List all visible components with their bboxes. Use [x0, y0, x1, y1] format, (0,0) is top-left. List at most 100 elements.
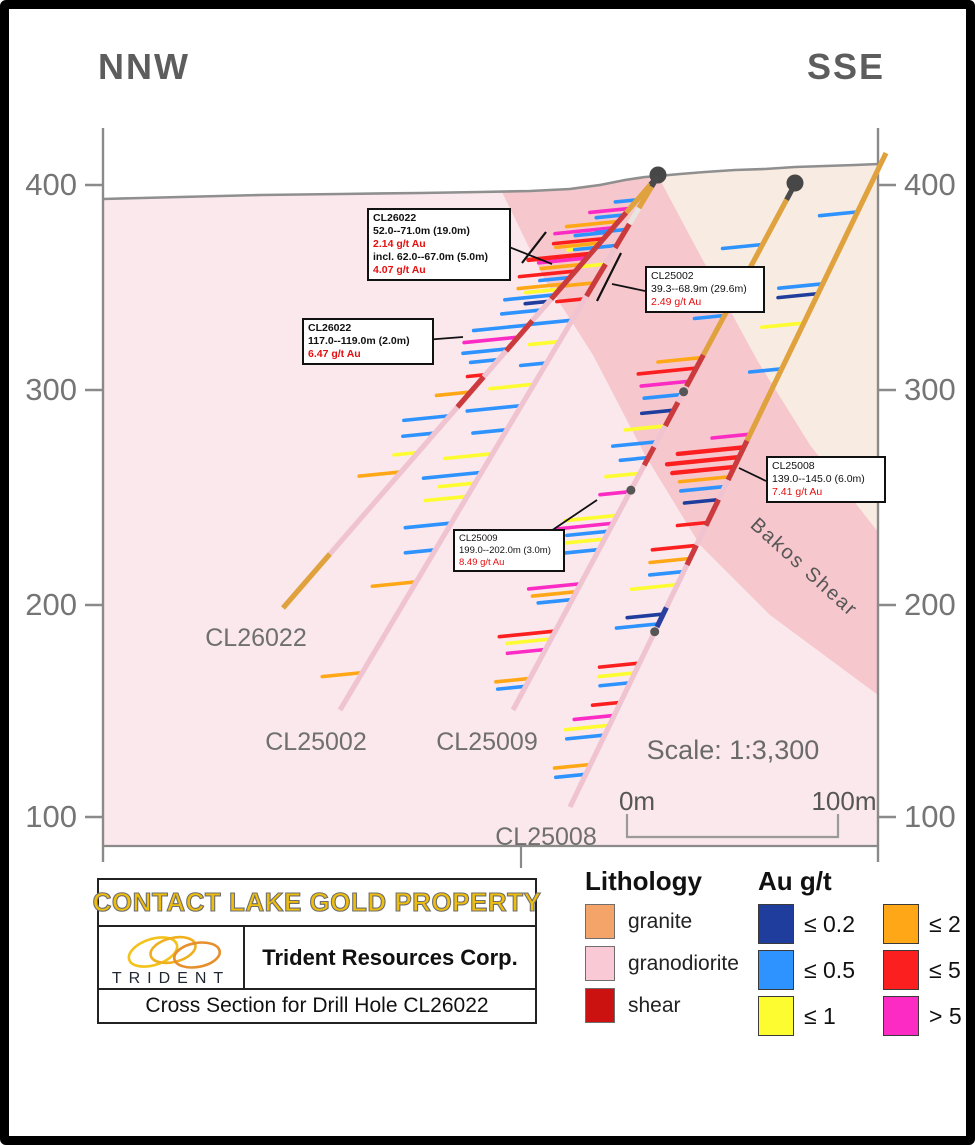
assay-interval-tick-CL25002 [471, 427, 509, 435]
legend-item-gt5: > 5 [883, 996, 962, 1036]
assay-interval-tick-CL26022 [523, 299, 552, 306]
assay-interval-tick-CL26022 [594, 213, 627, 220]
assay-interval-tick-CL25008 [629, 582, 680, 592]
assay-interval-tick-CL26022 [461, 346, 510, 356]
trident-logo-cell: TRIDENT [99, 927, 245, 988]
annotation-line: incl. 62.0--67.0m (5.0m) [373, 251, 488, 264]
le1-label: ≤ 1 [804, 1002, 836, 1029]
assay-interval-tick-CL25008 [776, 281, 825, 291]
au-legend-column-1: ≤ 0.2 ≤ 0.5 ≤ 1 [758, 904, 855, 1042]
left-axis-label-200: 200 [25, 587, 77, 622]
assay-interval-tick-CL25009 [618, 455, 651, 463]
left-axis-label-300: 300 [25, 372, 77, 407]
le5-label: ≤ 5 [929, 956, 961, 983]
annotation-line: 117.0--119.0m (2.0m) [308, 335, 410, 348]
legend-item-le1: ≤ 1 [758, 996, 855, 1036]
assay-interval-tick-CL26022 [538, 275, 572, 283]
annotation-box-CL26022-lower: CL26022 117.0--119.0m (2.0m) 6.47 g/t Au [302, 318, 434, 366]
annotation-line: 7.41 g/t Au [772, 486, 823, 499]
assay-interval-tick-CL25008 [650, 543, 699, 552]
granite-region [658, 164, 878, 532]
downhole-marker-CL25009 [626, 485, 636, 495]
assay-interval-tick-CL25008 [590, 700, 623, 707]
annotation-box-CL26022-upper: CL26022 52.0--71.0m (19.0m) 2.14 g/t Au inc… [367, 208, 511, 282]
drill-trace-CL25002 [649, 174, 661, 189]
assay-interval-tick-CL25009 [505, 637, 553, 646]
assay-interval-tick-CL26022 [539, 262, 583, 271]
annotation-leader-CL25008 [738, 467, 767, 482]
assay-interval-tick-CL26022 [357, 470, 403, 478]
hole-id-label-CL25009: CL25009 [436, 728, 537, 756]
drill-trace-CL25008 [703, 498, 721, 527]
assay-interval-tick-CL25008 [564, 733, 607, 741]
right-axis-label-400: 400 [904, 167, 956, 202]
shear-label: shear [628, 993, 681, 1017]
assay-interval-tick-CL25002 [577, 262, 608, 269]
collar-symbol-CL25009 [786, 174, 804, 192]
legend-item-le5: ≤ 5 [883, 950, 962, 990]
title-block: CONTACT LAKE GOLD PROPERTY TRIDENT Tride… [92, 878, 541, 1024]
assay-interval-tick-CL25008 [664, 454, 742, 467]
assay-interval-tick-CL25002 [442, 451, 495, 461]
hole-id-label-CL25002: CL25002 [265, 728, 366, 756]
assay-interval-tick-CL25009 [530, 589, 579, 598]
drill-trace-CL25002 [612, 222, 632, 250]
assay-interval-tick-CL25008 [614, 622, 661, 630]
assay-interval-tick-CL25008 [625, 612, 666, 620]
drill-trace-CL25002 [636, 185, 654, 210]
assay-interval-tick-CL25008 [553, 772, 588, 780]
left-axis-label-100: 100 [25, 799, 77, 834]
le02-swatch [758, 904, 794, 944]
assay-interval-tick-CL25009 [563, 513, 620, 523]
assay-interval-tick-CL25009 [526, 581, 583, 591]
assay-interval-tick-CL26022 [523, 287, 562, 295]
annotation-line: CL25002 [651, 270, 694, 282]
legend-item-le05: ≤ 0.5 [758, 950, 855, 990]
assay-interval-tick-CL25002 [370, 580, 419, 589]
legend-item-granite: granite [585, 904, 739, 939]
assay-interval-tick-CL25002 [555, 297, 587, 304]
bakos-shear-region [502, 176, 878, 695]
right-axis-label-200: 200 [904, 587, 956, 622]
assay-interval-tick-CL25009 [497, 629, 558, 639]
drill-trace-CL26022 [481, 349, 509, 379]
assay-interval-tick-CL26022 [468, 357, 501, 365]
drill-trace-CL25009 [651, 424, 668, 449]
assay-interval-tick-CL26022 [503, 292, 557, 302]
title-block-company-row: TRIDENT Trident Resources Corp. [99, 927, 535, 988]
lithology-legend-title: Lithology [585, 866, 702, 896]
le5-swatch [883, 950, 919, 990]
drill-trace-CL25009 [510, 464, 647, 712]
interval-bracket-CL25002 [596, 252, 622, 302]
assay-interval-tick-CL25008 [679, 484, 727, 493]
legend-item-le2: ≤ 2 [883, 904, 962, 944]
scale-note: Scale: 1:3,300 [647, 735, 820, 765]
assay-interval-tick-CL26022 [499, 308, 544, 316]
assay-interval-tick-CL25008 [563, 723, 612, 732]
hole-id-label-CL25008: CL25008 [495, 823, 596, 851]
title-block-property-row: CONTACT LAKE GOLD PROPERTY [92, 880, 541, 927]
assay-interval-tick-CL25002 [437, 481, 477, 489]
gt5-swatch [883, 996, 919, 1036]
legend-item-shear: shear [585, 988, 739, 1023]
assay-interval-tick-CL26022 [551, 236, 606, 246]
assay-interval-tick-CL25008 [648, 556, 692, 565]
assay-interval-tick-CL25002 [403, 521, 454, 530]
assay-interval-tick-CL25008 [776, 291, 820, 300]
au-legend-column-2: ≤ 2 ≤ 5 > 5 [883, 904, 962, 1042]
assay-interval-tick-CL25008 [552, 762, 593, 770]
left-axis-label-400: 400 [25, 167, 77, 202]
granite-label: granite [628, 909, 693, 933]
assay-interval-tick-CL25008 [597, 661, 642, 669]
assay-interval-tick-CL25008 [675, 445, 746, 457]
assay-interval-tick-CL25009 [565, 529, 611, 538]
assay-interval-tick-CL25009 [494, 676, 532, 684]
annotation-line: 39.3--68.9m (29.6m) [651, 283, 747, 296]
annotation-line: 139.0--145.0 (6.0m) [772, 473, 865, 486]
assay-interval-tick-CL25002 [526, 318, 574, 327]
assay-interval-tick-CL25009 [505, 647, 548, 656]
assay-interval-tick-CL25002 [403, 547, 438, 555]
annotation-line: 4.07 g/t Au [373, 264, 426, 277]
drill-trace-CL25002 [603, 246, 618, 266]
